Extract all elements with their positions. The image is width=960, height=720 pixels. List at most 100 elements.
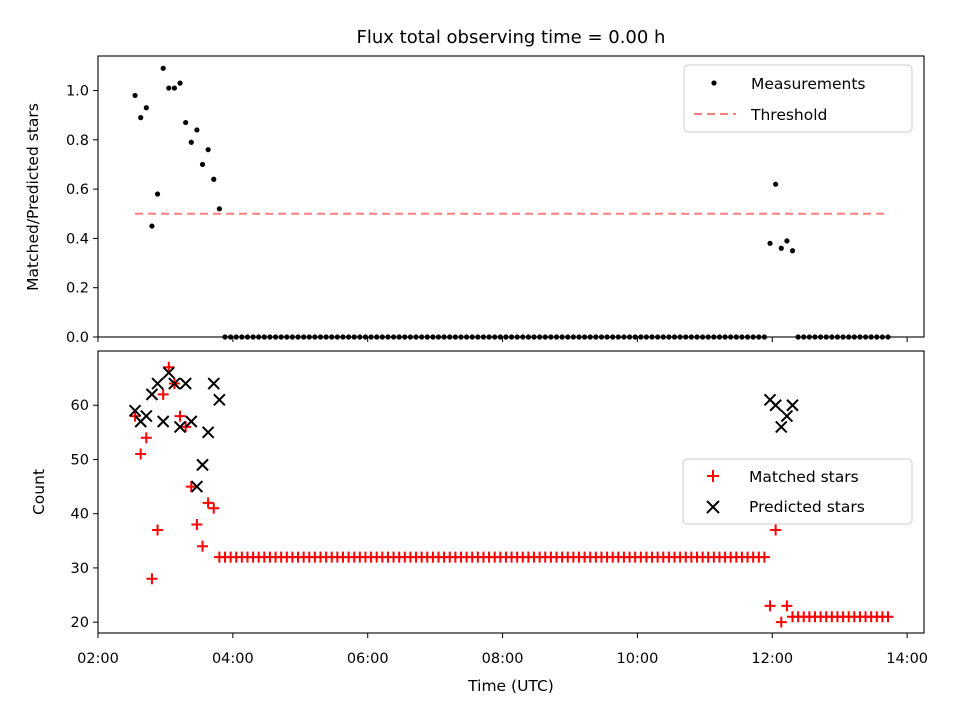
measurement-point [183,119,189,126]
x-axis-label: Time (UTC) [467,677,554,695]
top-legend: Measurements Threshold [683,64,913,133]
measurement-point [216,206,222,212]
bottom-y-axis-label: Count [30,469,48,515]
legend-label-matched-stars: Matched stars [749,468,859,486]
top-y-axis-label: Matched/Predicted stars [24,103,42,291]
matched-star-point [129,410,141,422]
x-tick-label: 06:00 [347,651,389,667]
bottom-y-axis: 20 30 40 50 60 [71,398,98,631]
bottom-panel: 20 30 40 50 60 02:00 04:00 06:00 08:00 10:00 12:0… [30,350,928,695]
matched-star-point [758,551,770,563]
predicted-star-point [179,377,192,390]
legend-marker-measurements [711,80,717,86]
measurement-point [166,85,172,91]
matched-star-point [882,611,894,623]
measurement-point [171,85,178,91]
predicted-star-point [213,393,226,407]
measurement-point [149,223,155,229]
predicted-star-point [151,377,164,390]
measurement-point [188,139,194,145]
top-y-tick-label: 0.8 [66,133,89,149]
matched-star-point [140,432,152,444]
top-y-tick-label: 0.0 [66,330,89,346]
predicted-star-point [190,480,204,493]
measurement-point [132,92,138,99]
x-tick-label: 02:00 [77,651,119,667]
matched-star-point [185,481,197,493]
matched-star-point [770,524,782,536]
matched-star-point [163,361,175,373]
predicted-star-point [168,377,181,390]
matched-star-point [202,497,214,509]
measurement-point [143,105,149,111]
top-y-tick-label: 1.0 [66,84,89,100]
predicted-star-point [173,420,187,434]
predicted-star-point [156,415,170,428]
bottom-x-axis: 02:00 04:00 06:00 08:00 10:00 12:00 14:00 [77,633,928,667]
measurement-point [194,127,200,133]
matched-star-point [208,502,220,514]
top-y-tick-label: 0.4 [66,231,89,247]
x-tick-label: 04:00 [212,651,254,667]
top-legend-box [683,64,913,133]
predicted-star-point [162,366,176,379]
measurement-point [138,115,144,121]
chart-title: Flux total observing time = 0.00 h [357,27,666,48]
bottom-legend: Matched stars Predicted stars [682,458,913,525]
predicted-star-point [185,415,198,428]
matched-star-point [157,388,169,400]
bottom-y-tick-label: 50 [71,452,89,468]
measurement-point [205,147,211,153]
predicted-star-point [207,377,220,390]
matched-star-point [135,448,147,460]
measurement-point [767,240,773,246]
matched-star-point [197,540,209,552]
bottom-plot-area [128,361,894,628]
bottom-y-tick-label: 30 [71,561,89,577]
predicted-star-point [780,409,794,423]
measurement-point [177,80,183,86]
predicted-star-point [145,388,159,401]
measurement-point [160,65,166,71]
x-tick-label: 14:00 [886,651,928,667]
predicted-star-point [201,426,215,439]
legend-marker-matched-stars [707,470,719,482]
bottom-legend-box [682,458,913,525]
predicted-star-point [128,404,142,417]
measurement-point [773,181,779,187]
measurement-point [154,191,161,197]
top-x-tick-marks [97,337,908,342]
measurement-point [784,238,790,244]
matched-star-point [764,600,776,612]
matched-star-point [152,524,164,536]
legend-label-predicted-stars: Predicted stars [749,498,865,516]
predicted-star-point [140,409,153,423]
bottom-y-tick-label: 20 [71,615,89,631]
bottom-y-tick-label: 40 [71,507,89,523]
matched-star-point [775,616,787,628]
predicted-star-point [196,458,209,472]
x-tick-label: 12:00 [751,651,793,667]
legend-marker-predicted-stars [706,500,720,514]
bottom-y-tick-label: 60 [71,398,89,414]
measurement-point [778,245,784,251]
top-y-tick-label: 0.6 [66,182,89,198]
matched-star-point [191,519,203,531]
matched-star-point [146,573,158,585]
legend-label-measurements: Measurements [751,75,866,93]
measurement-point [199,161,206,168]
matched-star-point [781,600,793,612]
top-y-tick-label: 0.2 [66,281,89,297]
matched-star-point [174,410,186,422]
x-tick-label: 08:00 [482,651,524,667]
top-axes-frame [97,55,925,338]
top-y-axis: 0.0 0.2 0.4 0.6 0.8 1.0 [66,84,98,346]
predicted-star-point [769,399,782,412]
predicted-star-point [786,399,799,412]
x-tick-label: 10:00 [617,651,659,667]
measurement-point [789,248,796,254]
predicted-star-point [775,420,788,434]
matched-star-point [180,421,192,433]
legend-label-threshold: Threshold [750,106,827,124]
